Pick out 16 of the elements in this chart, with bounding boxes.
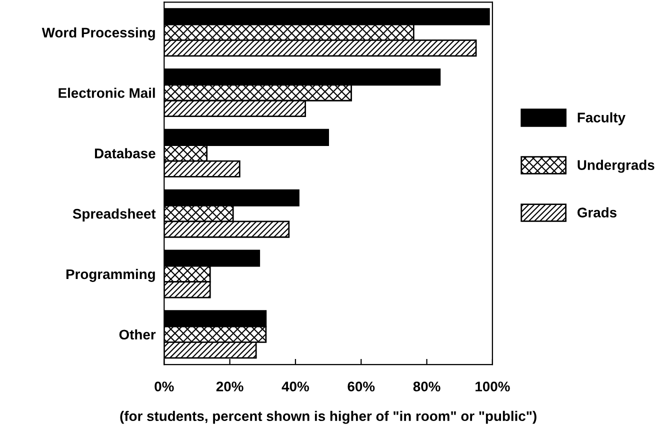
x-tick-label: 20% xyxy=(216,382,244,392)
legend-label: Undergrads xyxy=(578,160,654,173)
legend-label: Grads xyxy=(577,207,616,218)
y-tick-label: Database xyxy=(94,148,156,158)
legend-label: Faculty xyxy=(578,112,626,126)
x-tick-label: 80% xyxy=(413,382,440,392)
y-tick-label: Word Processing xyxy=(42,27,155,40)
y-tick-label: Other xyxy=(119,329,156,340)
x-tick-label: 100% xyxy=(476,382,510,392)
x-tick-label: 40% xyxy=(282,382,310,392)
y-tick-label: Programming xyxy=(66,268,155,282)
y-tick-label: Spreadsheet xyxy=(72,208,156,222)
x-axis-title: (for students, percent shown is higher of "in room" or "public") xyxy=(120,410,536,424)
x-tick-label: 0% xyxy=(154,382,174,392)
x-tick-label: 60% xyxy=(348,382,375,392)
y-tick-label: Electronic Mail xyxy=(58,88,155,98)
